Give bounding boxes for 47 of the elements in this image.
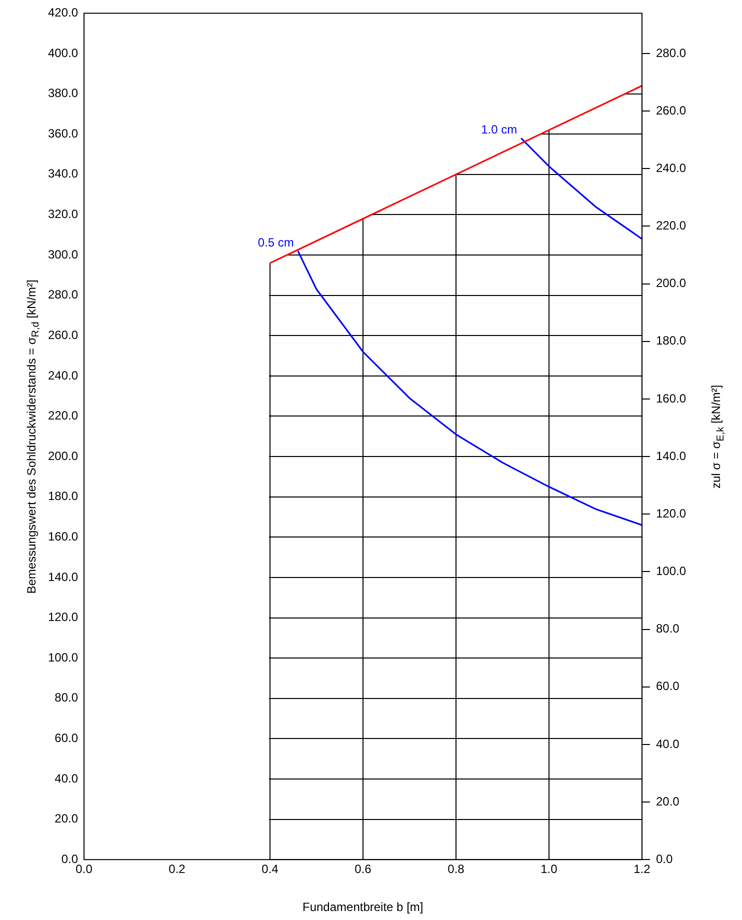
y2-tick-label: 60.0 bbox=[656, 679, 680, 694]
y2-tick-label: 140.0 bbox=[656, 448, 686, 463]
x-tick-label: 0.6 bbox=[354, 862, 372, 876]
y-tick-label: 140.0 bbox=[48, 570, 78, 584]
x-tick-label: 0.4 bbox=[262, 862, 279, 876]
x-tick-label: 0.0 bbox=[76, 862, 93, 876]
y2-tick-label: 280.0 bbox=[656, 46, 686, 60]
x-tick-label: 0.8 bbox=[448, 862, 465, 876]
y2-tick-label: 260.0 bbox=[656, 103, 686, 118]
y-tick-label: 220.0 bbox=[48, 408, 78, 423]
y-tick-label: 380.0 bbox=[48, 86, 78, 100]
y-tick-label: 360.0 bbox=[48, 126, 78, 140]
y2-tick-label: 220.0 bbox=[656, 218, 686, 233]
y-tick-label: 420.0 bbox=[48, 6, 78, 20]
x-tick-label: 1.0 bbox=[540, 862, 558, 876]
y-tick-label: 80.0 bbox=[54, 690, 78, 705]
y2-tick-label: 200.0 bbox=[656, 276, 686, 290]
x-axis-title: Fundamentbreite b [m] bbox=[302, 900, 424, 914]
y2-tick-label: 240.0 bbox=[656, 160, 686, 175]
y-tick-label: 160.0 bbox=[48, 529, 78, 544]
y2-tick-label: 0.0 bbox=[656, 852, 673, 866]
series-label: 1.0 cm bbox=[481, 122, 518, 136]
y2-tick-label: 80.0 bbox=[656, 622, 680, 636]
y2-tick-label: 160.0 bbox=[656, 391, 686, 406]
y-tick-label: 100.0 bbox=[48, 650, 78, 664]
y2-tick-label: 100.0 bbox=[656, 564, 686, 578]
y2-tick-label: 20.0 bbox=[656, 794, 680, 808]
y-tick-label: 20.0 bbox=[54, 812, 78, 826]
y2-tick-label: 180.0 bbox=[656, 334, 686, 348]
y-tick-label: 40.0 bbox=[54, 771, 78, 786]
series-label: 0.5 cm bbox=[258, 235, 294, 250]
y2-tick-label: 120.0 bbox=[656, 506, 686, 520]
x-tick-label: 0.2 bbox=[168, 862, 186, 876]
y-tick-label: 300.0 bbox=[48, 247, 78, 262]
y-tick-label: 180.0 bbox=[48, 489, 78, 504]
y-tick-label: 320.0 bbox=[48, 207, 78, 222]
y-tick-label: 280.0 bbox=[48, 288, 78, 302]
y2-tick-label: 40.0 bbox=[656, 736, 680, 751]
y-tick-label: 60.0 bbox=[54, 731, 78, 745]
y-tick-label: 120.0 bbox=[48, 610, 78, 624]
y-tick-label: 0.0 bbox=[61, 852, 78, 866]
y-tick-label: 260.0 bbox=[48, 328, 78, 342]
y-tick-label: 400.0 bbox=[48, 46, 78, 60]
y-tick-label: 340.0 bbox=[48, 166, 78, 181]
y-tick-label: 200.0 bbox=[48, 448, 78, 463]
x-tick-label: 1.2 bbox=[634, 862, 651, 876]
y-tick-label: 240.0 bbox=[48, 368, 78, 382]
